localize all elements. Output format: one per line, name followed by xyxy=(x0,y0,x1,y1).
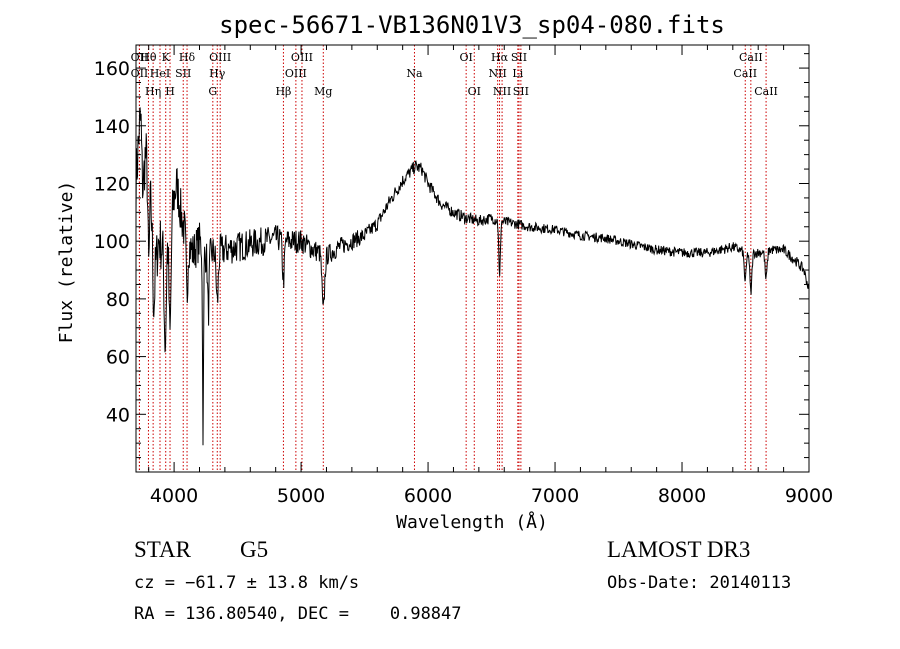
y-tick-label: 140 xyxy=(94,116,130,138)
coordinates-text: RA = 136.80540, DEC = 0.98847 xyxy=(134,604,462,624)
y-tick-label: 160 xyxy=(94,58,130,80)
y-tick-label: 40 xyxy=(106,404,130,426)
line-marker-label: SII xyxy=(513,85,529,98)
line-marker-label: OIII xyxy=(209,51,231,64)
line-marker-label: NII xyxy=(488,67,506,80)
line-marker-label: SII xyxy=(175,67,191,80)
line-marker-label: Hγ xyxy=(209,67,226,80)
line-marker-label: OII xyxy=(131,51,149,64)
object-class: STAR xyxy=(134,537,191,562)
line-marker-label: Hβ xyxy=(275,85,291,98)
line-marker-label: CaII xyxy=(739,51,763,64)
line-marker-label: CaII xyxy=(754,85,778,98)
x-axis-label: Wavelength (Å) xyxy=(396,511,548,533)
redshift-text: cz = −61.7 ± 13.8 km/s xyxy=(134,573,360,593)
x-tick-labels: 4000 5000 6000 7000 8000 9000 xyxy=(150,485,833,507)
y-tick-label: 60 xyxy=(106,347,130,369)
line-marker-label: SII xyxy=(511,51,527,64)
line-marker-label: Mg xyxy=(314,85,332,98)
chart-title: spec-56671-VB136N01V3_sp04-080.fits xyxy=(219,11,725,39)
spectrum-line xyxy=(135,107,810,446)
survey-name: LAMOST DR3 xyxy=(607,537,751,562)
emission-line-markers xyxy=(138,45,767,472)
y-tick-label: 100 xyxy=(94,231,130,253)
x-tick-label: 6000 xyxy=(404,485,452,507)
line-marker-label: OII xyxy=(131,67,149,80)
line-marker-label: HeI xyxy=(150,67,170,80)
line-marker-label: Hθ xyxy=(140,51,157,64)
axis-ticks xyxy=(136,45,810,472)
line-marker-label: Na xyxy=(406,67,423,80)
line-marker-label: OIII xyxy=(285,67,307,80)
y-axis-label: Flux (relative) xyxy=(56,181,77,344)
line-marker-label: G xyxy=(208,85,217,98)
x-tick-label: 4000 xyxy=(150,485,198,507)
obs-date: Obs-Date: 20140113 xyxy=(607,573,792,593)
line-marker-label: OI xyxy=(468,85,481,98)
emission-line-labels: OIIOIIHθHηHeIKHSIIHδGHγOIIIHβOIIIOIIIMgN… xyxy=(131,51,778,98)
line-marker-label: H xyxy=(165,85,175,98)
line-marker-label: CaII xyxy=(733,67,757,80)
line-marker-label: K xyxy=(162,51,171,64)
line-marker-label: Hδ xyxy=(179,51,196,64)
line-marker-label: Hα xyxy=(491,51,509,64)
x-tick-label: 5000 xyxy=(277,485,325,507)
x-tick-label: 9000 xyxy=(785,485,833,507)
spectral-subclass: G5 xyxy=(240,537,269,562)
line-marker-label: Li xyxy=(512,67,523,80)
x-tick-label: 7000 xyxy=(531,485,579,507)
line-marker-label: Hη xyxy=(145,85,161,98)
plot-frame xyxy=(135,44,810,473)
y-tick-labels: 40 60 80 100 120 140 160 xyxy=(94,58,130,426)
y-tick-label: 80 xyxy=(106,289,130,311)
x-tick-label: 8000 xyxy=(658,485,706,507)
line-marker-label: OI xyxy=(459,51,472,64)
y-tick-label: 120 xyxy=(94,173,130,195)
line-marker-label: OIII xyxy=(291,51,313,64)
line-marker-label: NII xyxy=(493,85,511,98)
